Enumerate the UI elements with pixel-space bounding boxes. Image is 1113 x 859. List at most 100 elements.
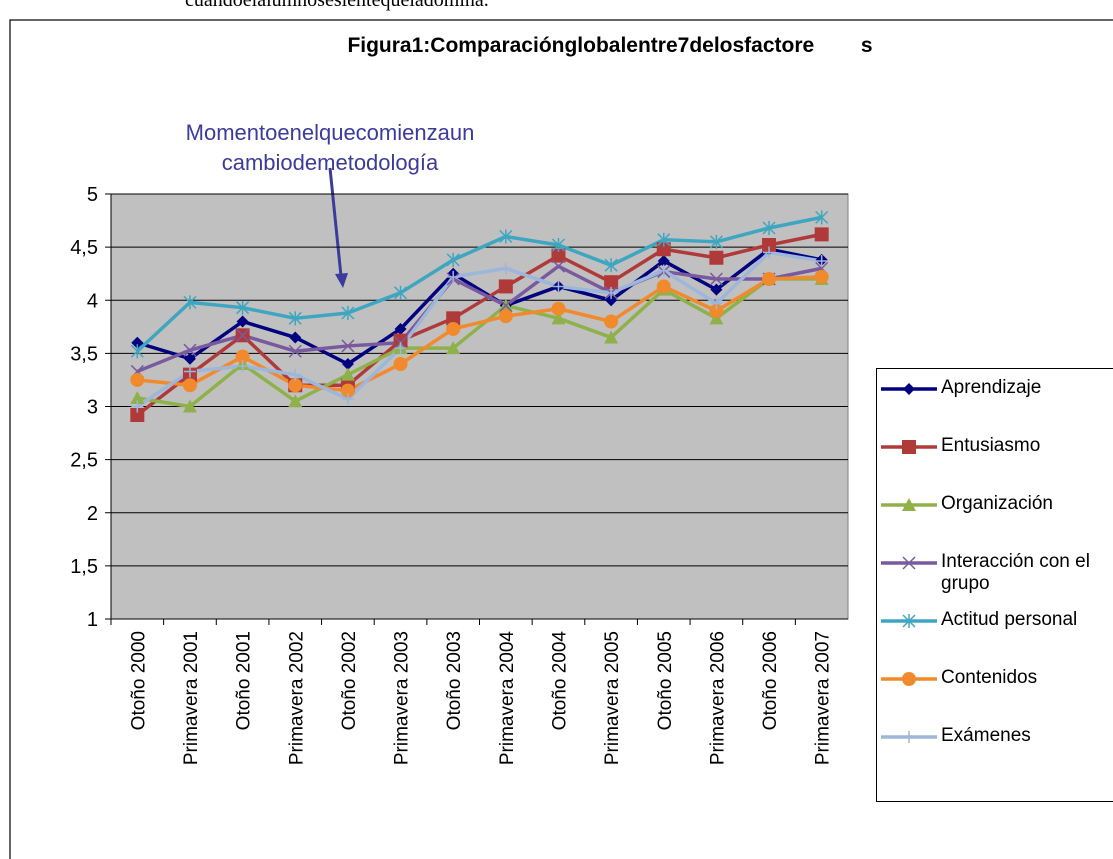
marker bbox=[288, 394, 303, 408]
marker bbox=[710, 297, 723, 310]
marker bbox=[903, 731, 915, 743]
marker bbox=[499, 262, 512, 275]
annotation-arrowhead bbox=[335, 273, 348, 288]
x-tick-label: Otoño 2001 bbox=[234, 631, 255, 730]
marker bbox=[604, 275, 619, 290]
x-tick-label: Primavera 2001 bbox=[181, 631, 202, 765]
marker bbox=[130, 408, 145, 422]
marker bbox=[236, 315, 249, 328]
marker bbox=[183, 295, 197, 310]
marker bbox=[604, 258, 618, 273]
marker bbox=[499, 299, 513, 313]
legend: Aprendizaje Entusiasmo Organización Interac… bbox=[876, 368, 1113, 802]
marker bbox=[710, 283, 723, 296]
x-tick-label: Primavera 2004 bbox=[497, 631, 518, 766]
top-text: cuandoelalumnosesientequeladomina. bbox=[185, 0, 489, 11]
marker bbox=[393, 333, 408, 348]
legend-swatch bbox=[881, 440, 937, 454]
x-tick-label: Otoño 2004 bbox=[549, 631, 570, 731]
legend-swatch bbox=[881, 383, 937, 395]
legend-label: Interacción con el grupo bbox=[941, 551, 1090, 594]
marker bbox=[130, 344, 144, 359]
marker bbox=[656, 242, 671, 257]
marker bbox=[130, 372, 145, 387]
marker bbox=[604, 330, 619, 344]
series-line bbox=[136, 247, 823, 366]
marker bbox=[762, 238, 777, 252]
marker bbox=[657, 264, 670, 277]
marker bbox=[709, 250, 724, 265]
marker bbox=[131, 400, 144, 413]
marker bbox=[235, 349, 250, 364]
series-line bbox=[136, 264, 823, 374]
y-tick-label: 3 bbox=[87, 397, 98, 419]
legend-label: Entusiasmo bbox=[941, 435, 1041, 456]
marker bbox=[341, 306, 355, 320]
marker bbox=[709, 303, 724, 318]
marker bbox=[131, 336, 144, 349]
x-tick-label: Primavera 2007 bbox=[813, 631, 834, 765]
marker bbox=[447, 270, 460, 283]
legend-swatch bbox=[881, 672, 937, 686]
marker bbox=[498, 309, 513, 324]
y-tick-label: 5 bbox=[87, 184, 98, 206]
marker bbox=[182, 399, 197, 413]
marker bbox=[552, 280, 565, 293]
marker bbox=[762, 221, 776, 235]
marker bbox=[236, 360, 249, 373]
legend-swatch bbox=[881, 731, 937, 743]
legend-label: Actitud personal bbox=[941, 609, 1078, 630]
marker bbox=[902, 672, 916, 686]
y-tick-label: 4,5 bbox=[70, 237, 98, 259]
marker bbox=[341, 339, 355, 353]
marker bbox=[902, 614, 916, 628]
marker bbox=[393, 357, 408, 371]
marker bbox=[551, 301, 566, 316]
marker bbox=[604, 314, 619, 329]
marker bbox=[815, 210, 829, 225]
marker bbox=[289, 368, 302, 381]
series-line bbox=[136, 250, 822, 408]
x-tick-label: Otoño 2000 bbox=[128, 631, 149, 730]
marker bbox=[394, 322, 407, 335]
marker bbox=[499, 229, 513, 244]
marker bbox=[814, 227, 829, 242]
marker bbox=[902, 498, 916, 511]
marker bbox=[551, 238, 565, 252]
marker bbox=[340, 383, 355, 398]
marker bbox=[446, 321, 461, 336]
marker bbox=[183, 365, 196, 378]
y-tick-label: 3,5 bbox=[70, 343, 98, 365]
marker bbox=[183, 343, 197, 357]
marker bbox=[130, 391, 145, 404]
x-tick-label: Primavera 2005 bbox=[602, 631, 623, 765]
marker bbox=[551, 311, 566, 325]
legend-item: Contenidos bbox=[877, 659, 1113, 717]
legend-swatch bbox=[881, 614, 937, 628]
marker bbox=[709, 234, 723, 249]
marker bbox=[605, 294, 618, 307]
marker bbox=[446, 311, 461, 326]
marker bbox=[288, 344, 302, 358]
marker bbox=[446, 341, 461, 355]
legend-swatch bbox=[881, 498, 937, 511]
marker bbox=[394, 342, 407, 355]
x-tick-label: Otoño 2003 bbox=[444, 631, 465, 730]
marker bbox=[182, 378, 197, 393]
x-tick-label: Primavera 2002 bbox=[286, 631, 307, 765]
y-tick-label: 2 bbox=[87, 503, 98, 525]
legend-item: Organización bbox=[877, 485, 1113, 543]
marker bbox=[288, 311, 302, 326]
marker bbox=[498, 279, 513, 294]
marker bbox=[903, 383, 915, 395]
x-tick-label: Primavera 2003 bbox=[392, 631, 413, 765]
marker bbox=[656, 279, 671, 294]
legend-item: Exámenes bbox=[877, 717, 1113, 775]
marker bbox=[551, 259, 565, 273]
marker bbox=[446, 252, 460, 267]
marker bbox=[288, 378, 303, 393]
x-tick-label: Otoño 2002 bbox=[339, 631, 360, 730]
marker bbox=[902, 556, 916, 570]
y-tick-label: 2,5 bbox=[70, 450, 98, 472]
